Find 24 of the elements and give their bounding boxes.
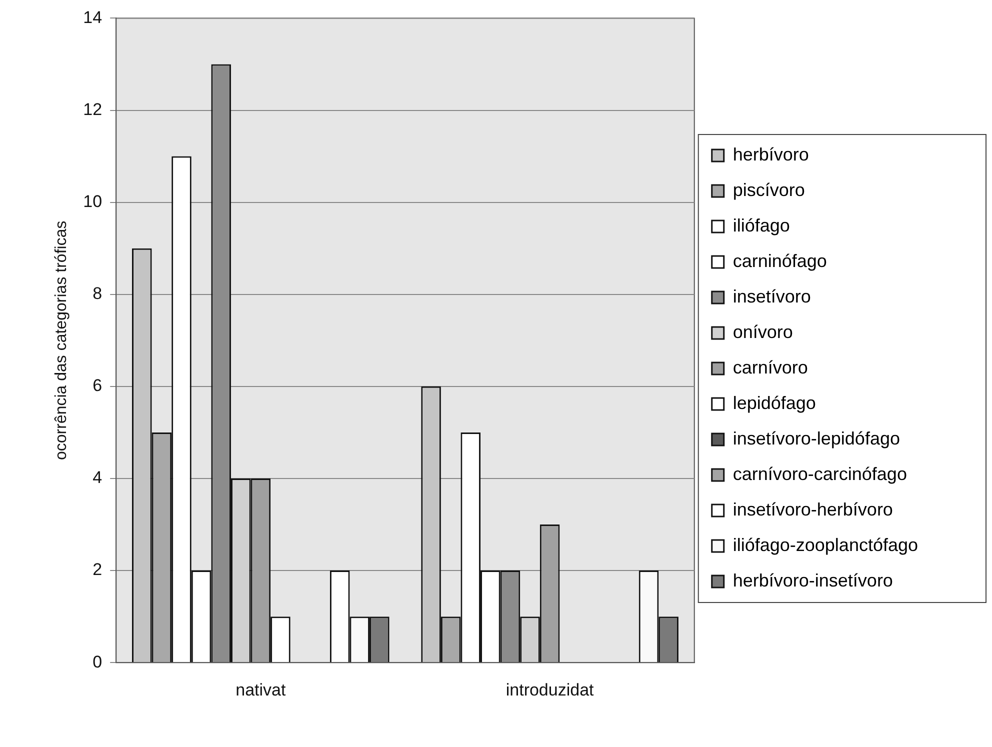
- y-tick-label: 0: [92, 652, 102, 672]
- legend-label: iliófago: [732, 215, 790, 236]
- y-tick-label: 6: [92, 376, 102, 396]
- legend-label: piscívoro: [732, 180, 805, 200]
- y-tick-label: 4: [92, 468, 102, 488]
- legend-label: herbívoro-insetívoro: [732, 570, 893, 590]
- legend-label: insetívoro-herbívoro: [732, 499, 893, 520]
- y-tick-label: 2: [92, 560, 102, 580]
- legend-label: carnívoro-carcinófago: [732, 464, 907, 484]
- y-tick-label: 12: [83, 100, 102, 119]
- y-tick-label: 14: [83, 8, 102, 27]
- legend-label: insetívoro-lepidófago: [732, 428, 900, 448]
- y-tick-label: 8: [92, 284, 102, 304]
- legend-label: carnívoro: [732, 357, 808, 378]
- legend-label: insetívoro: [732, 286, 811, 306]
- x-tick-label: nativat: [236, 680, 286, 700]
- legend-label: lepidófago: [732, 392, 816, 413]
- y-tick-label: 10: [83, 192, 102, 211]
- legend-label: herbívoro: [732, 144, 809, 164]
- legend-label: onívoro: [732, 322, 793, 342]
- y-axis-title: ocorrência das categorias tróficas: [53, 220, 70, 460]
- legend-label: iliófago-zooplanctófago: [732, 534, 918, 555]
- legend-label: carninófago: [732, 250, 827, 271]
- x-tick-label: introduzidat: [506, 680, 594, 700]
